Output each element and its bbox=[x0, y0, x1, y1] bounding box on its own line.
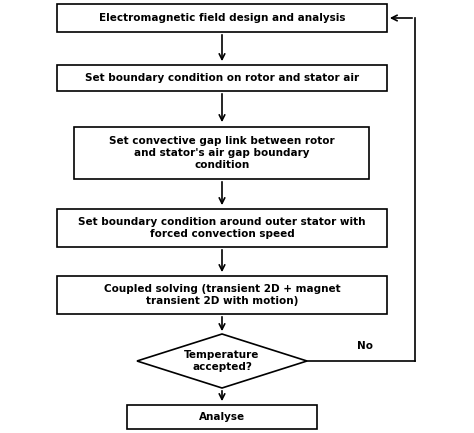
FancyBboxPatch shape bbox=[74, 127, 370, 179]
Text: Set boundary condition on rotor and stator air: Set boundary condition on rotor and stat… bbox=[85, 73, 359, 83]
Text: Electromagnetic field design and analysis: Electromagnetic field design and analysi… bbox=[99, 13, 345, 23]
Text: Set boundary condition around outer stator with
forced convection speed: Set boundary condition around outer stat… bbox=[78, 217, 366, 239]
Text: Analyse: Analyse bbox=[199, 412, 245, 422]
FancyBboxPatch shape bbox=[57, 65, 387, 91]
FancyBboxPatch shape bbox=[57, 209, 387, 247]
Text: Set convective gap link between rotor
and stator's air gap boundary
condition: Set convective gap link between rotor an… bbox=[109, 136, 335, 170]
FancyBboxPatch shape bbox=[127, 405, 317, 429]
Text: Temperature
accepted?: Temperature accepted? bbox=[184, 350, 260, 372]
Text: Coupled solving (transient 2D + magnet
transient 2D with motion): Coupled solving (transient 2D + magnet t… bbox=[104, 284, 340, 306]
Text: No: No bbox=[357, 341, 373, 351]
FancyBboxPatch shape bbox=[57, 276, 387, 314]
FancyBboxPatch shape bbox=[57, 4, 387, 32]
Polygon shape bbox=[137, 334, 307, 388]
